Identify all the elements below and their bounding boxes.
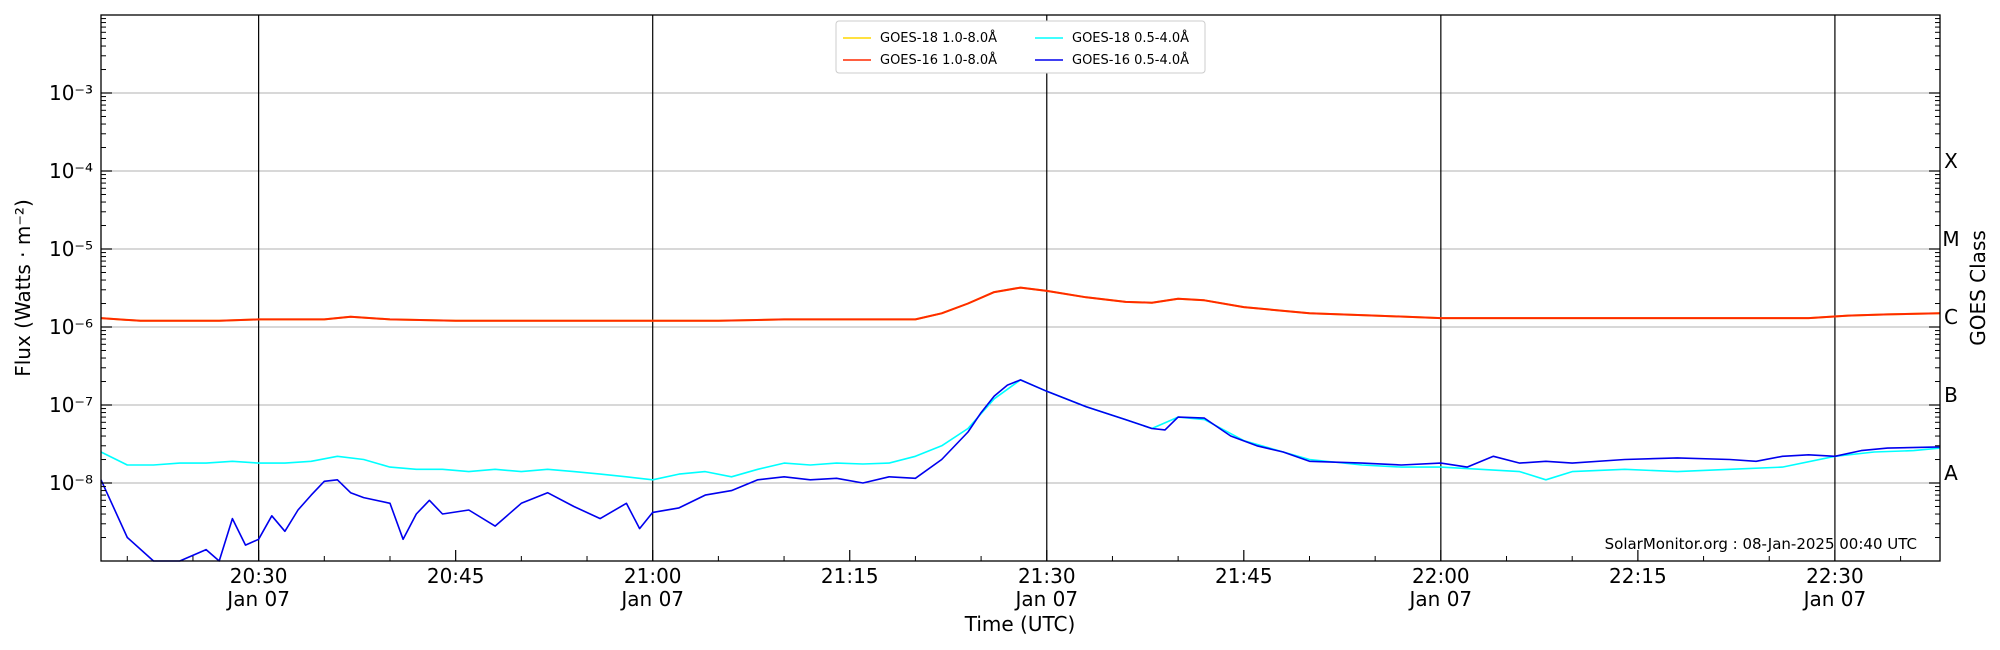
x-tick-date-label: Jan 07	[1802, 587, 1867, 611]
x-tick-label: 21:45	[1215, 564, 1273, 588]
goes-class-label: X	[1944, 149, 1958, 173]
goes-class-label: M	[1942, 227, 1959, 251]
legend-label-goes16-short: GOES-16 0.5-4.0Å	[1072, 52, 1189, 68]
x-tick-date-label: Jan 07	[619, 587, 684, 611]
y-tick-label: 10⁻³	[49, 81, 93, 105]
x-tick-label: 22:30	[1806, 564, 1864, 588]
y-axis-title: Flux (Watts · m⁻²)	[11, 199, 35, 377]
series-line-3	[100, 379, 1941, 562]
y-tick-label: 10⁻⁴	[49, 159, 93, 183]
x-tick-label: 20:30	[230, 564, 288, 588]
series-line-2	[100, 379, 1941, 481]
goes-class-axis-title: GOES Class	[1966, 230, 1990, 346]
x-tick-date-label: Jan 07	[1013, 587, 1078, 611]
goes-class-label: C	[1944, 305, 1958, 329]
legend-label-goes18-short: GOES-18 0.5-4.0Å	[1072, 30, 1189, 46]
legend-label-goes16-long: GOES-16 1.0-8.0Å	[880, 52, 997, 68]
x-tick-label: 22:00	[1412, 564, 1470, 588]
x-tick-label: 21:00	[624, 564, 682, 588]
goes-class-labels: A B C M X	[1942, 149, 1959, 485]
y-tick-label: 10⁻⁵	[49, 237, 93, 261]
y-tick-labels: 10⁻⁸ 10⁻⁷ 10⁻⁶ 10⁻⁵ 10⁻⁴ 10⁻³	[49, 81, 93, 495]
x-tick-date-label: Jan 07	[1408, 587, 1473, 611]
grid-lines	[101, 92, 1940, 484]
goes-class-label: B	[1944, 383, 1958, 407]
x-tick-date-label: Jan 07	[225, 587, 290, 611]
credit-text: SolarMonitor.org : 08-Jan-2025 00:40 UTC	[1605, 535, 1917, 553]
axis-ticks	[101, 18, 1940, 561]
date-boundary-lines	[258, 15, 1836, 561]
x-tick-label: 22:15	[1609, 564, 1667, 588]
x-tick-label: 20:45	[427, 564, 485, 588]
y-tick-label: 10⁻⁸	[49, 471, 93, 495]
y-tick-label: 10⁻⁶	[49, 315, 93, 339]
series-line-1	[100, 286, 1941, 322]
plot-frame	[100, 14, 1941, 562]
x-tick-label: 21:30	[1018, 564, 1076, 588]
series-lines	[100, 286, 1941, 562]
legend: GOES-18 1.0-8.0Å GOES-16 1.0-8.0Å GOES-1…	[835, 20, 1206, 74]
legend-box	[835, 20, 1206, 74]
x-tick-label: 21:15	[821, 564, 879, 588]
legend-label-goes18-long: GOES-18 1.0-8.0Å	[880, 30, 997, 46]
series-line-0	[100, 286, 1941, 322]
y-tick-label: 10⁻⁷	[49, 393, 93, 417]
goes-class-label: A	[1944, 461, 1958, 485]
x-axis-title: Time (UTC)	[964, 612, 1076, 636]
